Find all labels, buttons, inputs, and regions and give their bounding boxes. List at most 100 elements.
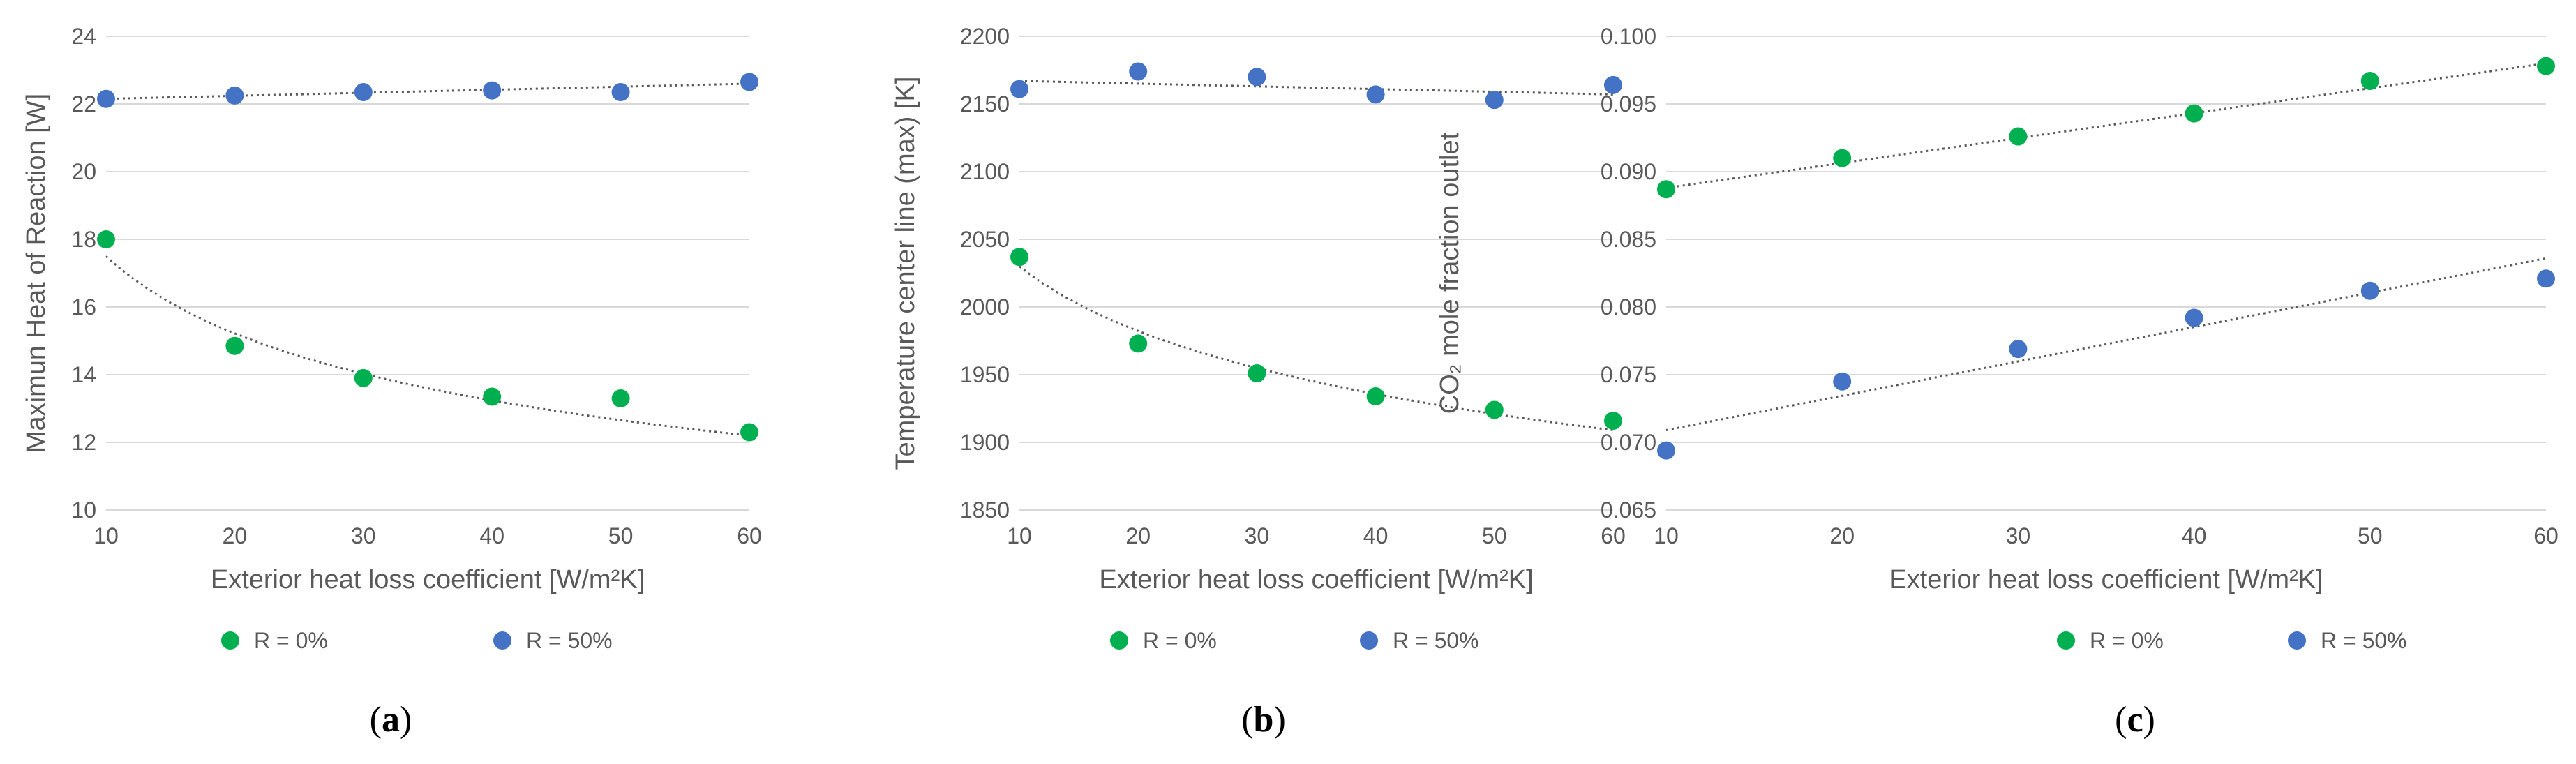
chart-panel-b: 1850 1900 1950 2000 2050 2100 2150 2200 10 20 30 40… xyxy=(891,24,1626,740)
y-tick-label: 0.075 xyxy=(1601,362,1656,387)
x-axis-title: Exterior heat loss coefficient [W/m²K] xyxy=(1099,565,1533,594)
y-tick-label: 16 xyxy=(71,294,96,320)
data-point-r0 xyxy=(97,230,115,248)
y-tick-label: 0.065 xyxy=(1601,497,1656,523)
data-point-r0 xyxy=(225,336,244,355)
legend-label: R = 50% xyxy=(526,628,613,653)
y-tick-label: 2200 xyxy=(960,24,1010,49)
panel-letter: b xyxy=(1254,700,1274,740)
data-point-r50 xyxy=(97,89,115,108)
y-axis-title: Temperature center line (max) [K] xyxy=(891,77,920,470)
legend-label: R = 0% xyxy=(2090,628,2164,653)
x-tick-label: 10 xyxy=(1654,523,1679,548)
data-point-r50 xyxy=(1657,441,1675,460)
legend-label: R = 50% xyxy=(1393,628,1479,653)
data-point-r50 xyxy=(225,86,244,105)
legend-label: R = 0% xyxy=(1143,628,1217,653)
trendline-r0 xyxy=(105,255,750,437)
data-point-r50 xyxy=(1366,85,1385,104)
x-tick-label: 20 xyxy=(1125,523,1151,548)
legend-label: R = 0% xyxy=(254,628,328,653)
data-point-r50 xyxy=(2537,269,2555,288)
data-point-r50 xyxy=(2009,340,2028,359)
y-axis-title: Maximun Heat of Reaction [W] xyxy=(22,93,51,453)
y-tick-label: 2000 xyxy=(960,294,1010,320)
legend-marker xyxy=(1110,631,1128,650)
data-point-r0 xyxy=(1248,364,1266,383)
x-tick-label: 40 xyxy=(479,523,504,548)
data-point-r0 xyxy=(2537,57,2555,75)
data-point-r0 xyxy=(1010,248,1028,267)
data-point-r50 xyxy=(1485,91,1504,110)
data-point-r50 xyxy=(1248,68,1266,87)
y-tick-label: 2100 xyxy=(960,159,1010,184)
data-point-r0 xyxy=(611,389,630,407)
x-tick-label: 30 xyxy=(351,523,376,548)
y-tick-label: 2050 xyxy=(960,227,1010,252)
y-tick-label: 0.095 xyxy=(1601,91,1656,117)
x-tick-label: 10 xyxy=(1007,523,1032,548)
legend-marker xyxy=(2288,631,2306,650)
x-tick-label: 30 xyxy=(1245,523,1270,548)
data-point-r0 xyxy=(1657,180,1675,199)
data-point-r50 xyxy=(740,73,758,91)
legend-marker xyxy=(1360,631,1378,650)
x-tick-label: 60 xyxy=(737,523,762,548)
y-tick-label: 24 xyxy=(71,24,96,49)
y-tick-label: 0.070 xyxy=(1601,430,1656,455)
x-tick-label: 60 xyxy=(1601,523,1626,548)
x-tick-label: 20 xyxy=(1829,523,1855,548)
panel-letter: a xyxy=(382,700,400,740)
data-point-r0 xyxy=(2009,127,2028,146)
data-point-r50 xyxy=(611,83,630,102)
y-tick-label: 0.100 xyxy=(1601,24,1656,49)
data-point-r50 xyxy=(354,83,373,102)
y-tick-label: 14 xyxy=(71,362,96,387)
y-tick-label: 2150 xyxy=(960,91,1010,117)
trendline-r0 xyxy=(1019,265,1614,431)
data-point-r50 xyxy=(1010,80,1028,98)
trendline-r50 xyxy=(1019,80,1614,96)
x-tick-label: 50 xyxy=(1482,523,1507,548)
trendline-r50 xyxy=(1665,257,2547,431)
y-tick-label: 10 xyxy=(71,497,96,523)
data-point-r0 xyxy=(1485,400,1504,419)
legend-label: R = 50% xyxy=(2321,628,2407,653)
data-point-r50 xyxy=(2360,281,2379,300)
legend-marker xyxy=(2057,631,2075,650)
x-tick-label: 30 xyxy=(2006,523,2031,548)
data-point-r0 xyxy=(1366,387,1385,406)
data-point-r0 xyxy=(354,368,373,387)
x-tick-label: 40 xyxy=(2182,523,2207,548)
panel-label: (c) xyxy=(2115,700,2155,740)
data-point-r50 xyxy=(1129,62,1148,81)
panel-letter: c xyxy=(2127,700,2143,740)
trendline-r50 xyxy=(105,82,750,100)
data-point-r0 xyxy=(740,423,758,442)
y-tick-label: 0.085 xyxy=(1601,227,1656,252)
data-point-r50 xyxy=(1604,75,1622,94)
y-tick-label: 0.080 xyxy=(1601,294,1656,320)
y-tick-label: 0.090 xyxy=(1601,159,1656,184)
x-axis-title: Exterior heat loss coefficient [W/m²K] xyxy=(211,565,645,594)
y-tick-label: 12 xyxy=(71,430,96,455)
chart-panel-a: 10 12 14 16 18 20 22 24 10 20 30 40 50 60 Exterior hea… xyxy=(22,24,762,740)
data-point-r50 xyxy=(483,81,502,100)
x-tick-label: 50 xyxy=(608,523,634,548)
x-tick-label: 60 xyxy=(2533,523,2559,548)
data-point-r0 xyxy=(483,387,502,406)
data-point-r0 xyxy=(2360,72,2379,91)
data-point-r50 xyxy=(2185,308,2203,327)
y-tick-label: 20 xyxy=(71,159,96,184)
x-tick-label: 50 xyxy=(2358,523,2383,548)
legend-marker xyxy=(221,631,239,650)
y-tick-label: 1850 xyxy=(960,497,1010,523)
x-tick-label: 10 xyxy=(93,523,119,548)
data-point-r0 xyxy=(1833,149,1852,167)
y-tick-label: 18 xyxy=(71,227,96,252)
chart-panel-c: 0.065 0.070 0.075 0.080 0.085 0.090 0.095 0.100… xyxy=(1435,24,2559,740)
x-tick-label: 40 xyxy=(1363,523,1388,548)
panel-label: (a) xyxy=(370,700,412,740)
data-point-r0 xyxy=(2185,104,2203,123)
